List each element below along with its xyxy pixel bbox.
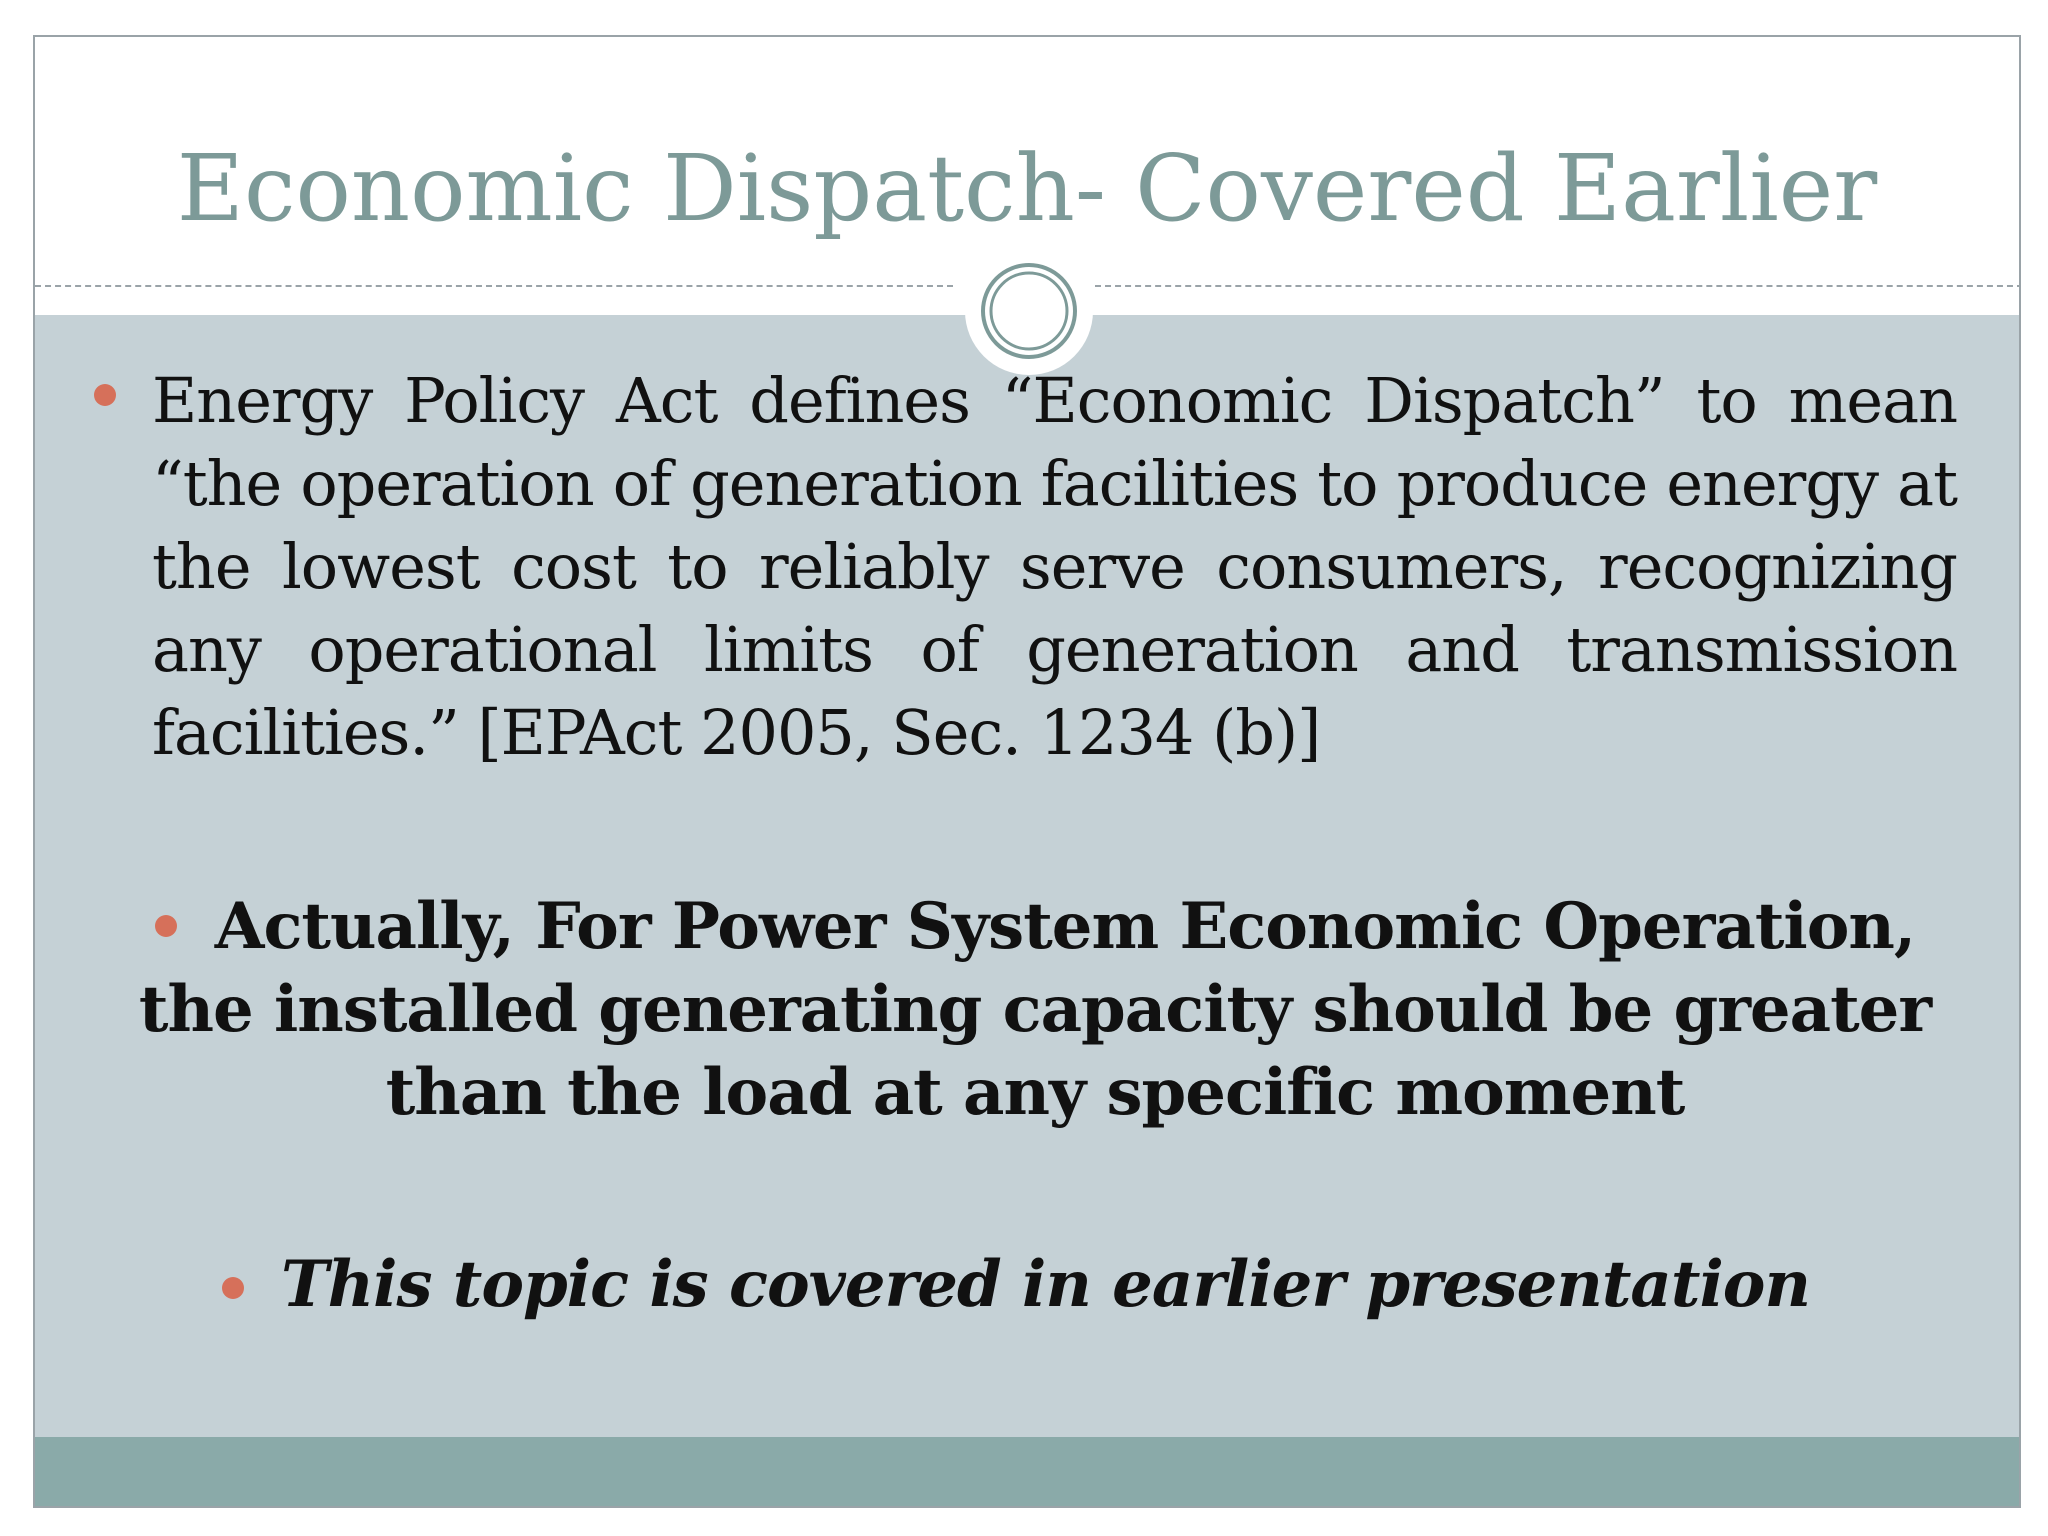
bullet-text-definition: Energy Policy Act defines “Economic Disp… (152, 364, 1958, 769)
bullet-text-capacity: Actually, For Power System Economic Oper… (138, 889, 1932, 1130)
dot-bullet-icon (94, 384, 116, 406)
slide: Economic Dispatch- Covered Earlier Energ… (33, 35, 2021, 1508)
bullet-block-capacity: Actually, For Power System Economic Oper… (115, 885, 1955, 1134)
dot-bullet-icon (222, 1277, 244, 1299)
title-divider-left (35, 285, 953, 287)
content-area (35, 315, 2019, 1470)
dot-bullet-icon (154, 914, 177, 937)
footer-band (35, 1437, 2019, 1506)
bullet-text-earlier: This topic is covered in earlier present… (281, 1247, 1811, 1322)
slide-title: Economic Dispatch- Covered Earlier (176, 135, 1878, 242)
double-ring-icon (981, 263, 1077, 359)
title-divider-right (1095, 285, 2019, 287)
